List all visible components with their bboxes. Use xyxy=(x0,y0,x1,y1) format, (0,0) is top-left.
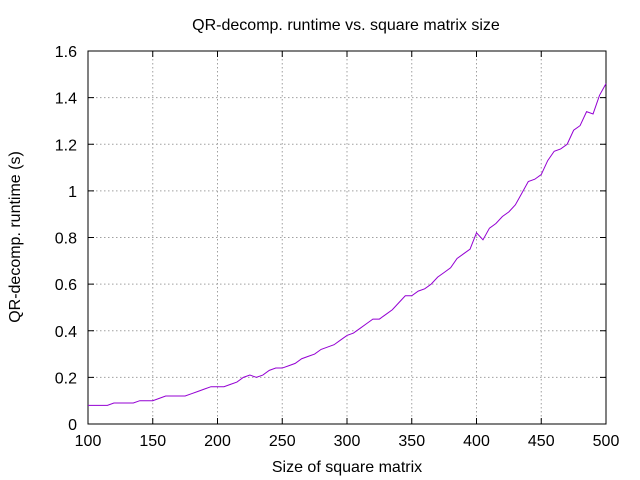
grid xyxy=(88,51,606,424)
y-tick-label: 1.4 xyxy=(55,91,77,108)
axis-ticks: 100 150 200 250 300 350 400 450 500 0 0.2 0.4 0.6 0.8… xyxy=(55,44,620,450)
y-tick-label: 0 xyxy=(68,417,77,434)
y-tick-label: 0.6 xyxy=(55,277,77,294)
y-tick-label: 1.2 xyxy=(55,137,77,154)
y-axis-label: QR-decomp. runtime (s) xyxy=(7,151,24,323)
x-tick-label: 300 xyxy=(334,433,361,450)
x-tick-label: 200 xyxy=(204,433,231,450)
x-tick-label: 100 xyxy=(75,433,102,450)
x-tick-label: 400 xyxy=(463,433,490,450)
x-axis-label: Size of square matrix xyxy=(272,459,422,476)
x-tick-label: 450 xyxy=(528,433,555,450)
x-tick-label: 350 xyxy=(398,433,425,450)
y-tick-label: 0.4 xyxy=(55,324,77,341)
chart-title: QR-decomp. runtime vs. square matrix siz… xyxy=(192,17,500,34)
x-tick-label: 150 xyxy=(139,433,166,450)
y-tick-label: 0.8 xyxy=(55,231,77,248)
x-tick-label: 500 xyxy=(593,433,620,450)
y-tick-label: 1.6 xyxy=(55,44,77,61)
series-line-runtime xyxy=(88,83,607,406)
y-tick-label: 0.2 xyxy=(55,370,77,387)
y-tick-label: 1 xyxy=(68,184,77,201)
x-tick-label: 250 xyxy=(269,433,296,450)
